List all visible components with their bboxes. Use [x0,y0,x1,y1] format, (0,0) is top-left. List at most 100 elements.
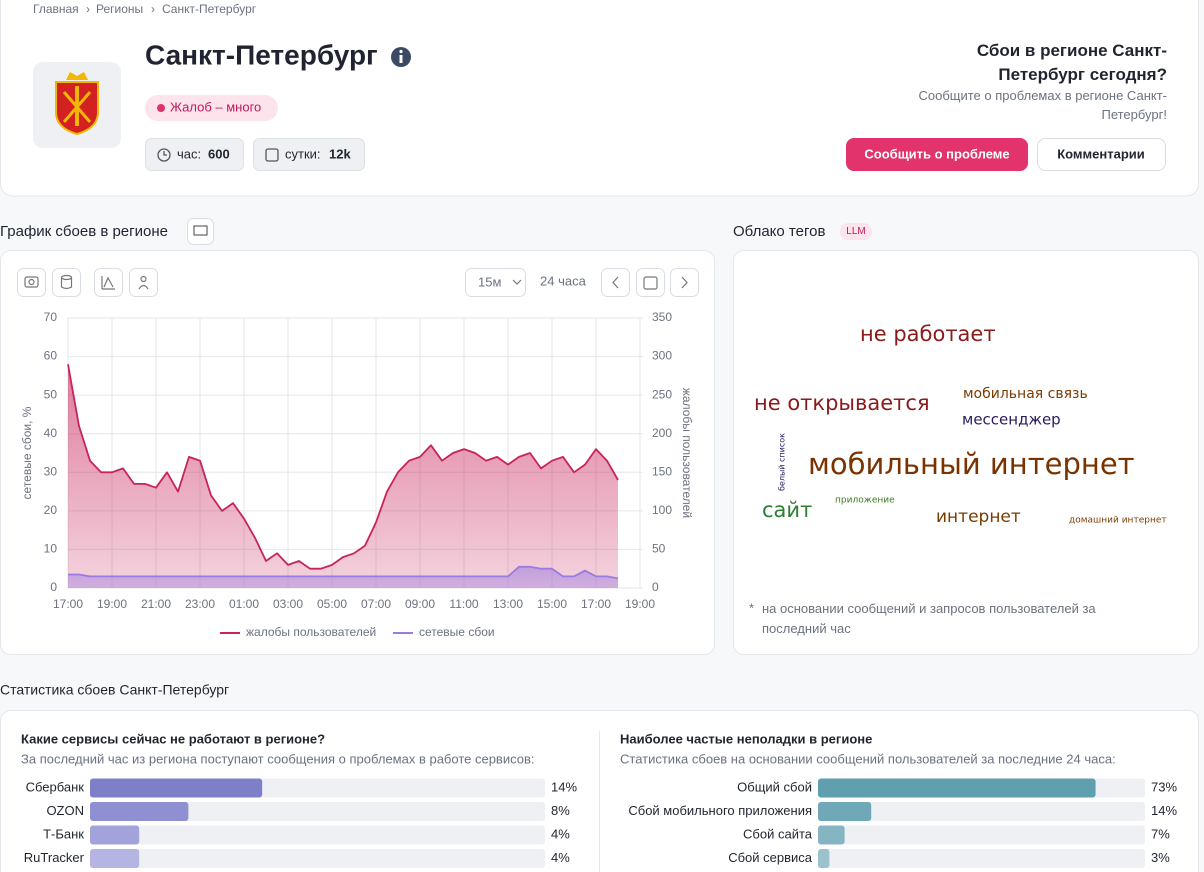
x-tick-label: 21:00 [141,597,171,611]
area-button[interactable] [94,268,123,297]
x-tick-label: 03:00 [273,597,303,611]
day-label: сутки: [285,146,321,161]
bar [818,849,830,868]
prev-button[interactable] [601,268,630,297]
value-label: 4% [551,826,570,841]
screenshot-button[interactable] [17,268,46,297]
bar-track [90,825,545,845]
breadcrumb[interactable]: Главная [33,2,79,16]
y-tick-label: 10 [44,542,58,556]
bar-track [818,849,1145,868]
status-badge [145,95,278,121]
tag[interactable]: сайт [762,498,812,522]
comments-button[interactable] [1037,138,1166,171]
tag[interactable]: не работает [860,322,996,346]
calendar-icon [265,148,279,162]
day-value: 12k [329,146,351,161]
bar [90,802,189,821]
breadcrumb[interactable]: Регионы [96,2,143,16]
tag[interactable]: интернет [936,507,1021,527]
bar [818,802,872,821]
value-label: 3% [1151,850,1170,865]
llm-badge [840,223,872,240]
bar-label: Общий сбой [737,779,812,794]
clock-hands [163,151,167,156]
toolbar-icons [24,274,688,290]
calendar-button[interactable] [636,268,665,297]
y-tick-label: 30 [44,464,58,478]
bar-track [818,825,1145,845]
bar-track [90,849,545,868]
tag[interactable]: белый список [778,433,787,491]
x-tick-label: 17:00 [581,597,611,611]
y2-tick-label: 350 [652,310,672,324]
y2-tick-label: 200 [652,426,672,440]
series-line [68,565,619,580]
status-dot [157,104,165,112]
series-line [67,364,619,570]
tag[interactable]: мобильный интернет [808,447,1135,481]
page-title: Санкт-Петербург [145,39,378,70]
panel-subtitle: Статистика сбоев на основании сообщений … [620,751,1116,766]
hour-pill [145,138,244,171]
section-title: Статистика сбоев Санкт-Петербург [0,682,229,698]
day-pill [253,138,365,171]
hour-value: 600 [208,146,230,161]
comments-button-text[interactable]: Комментарии [1057,146,1145,161]
series-area [68,364,618,588]
report-button-text[interactable]: Сообщить о проблеме [864,146,1009,161]
breadcrumb: Санкт-Петербург [162,2,257,16]
bar-label: Т-Банк [43,826,84,841]
data-button[interactable] [52,268,81,297]
tag[interactable]: приложение [835,496,895,506]
bar-label: OZON [46,803,84,818]
tag[interactable]: не открывается [754,391,930,415]
period-label: 24 часа [540,273,587,288]
breadcrumb-sep: › [151,2,155,16]
tag[interactable]: мессенджер [962,411,1061,429]
user-button[interactable] [129,268,158,297]
clock-icon [157,148,171,162]
breadcrumb-sep: › [86,2,90,16]
bar-label: Сбой сайта [743,826,813,841]
series-area [68,566,618,588]
region-logo [33,62,121,148]
report-button[interactable] [846,138,1028,171]
y2-tick-label: 300 [652,349,672,363]
x-tick-label: 05:00 [317,597,347,611]
info-icon[interactable] [391,47,411,67]
x-tick-label: 09:00 [405,597,435,611]
y2-tick-label: 250 [652,387,672,401]
panel-subtitle: За последний час из региона поступают со… [21,751,535,766]
toolbar [17,268,699,297]
value-label: 73% [1151,779,1177,794]
tag[interactable]: мобильная связь [963,386,1088,402]
x-tick-label: 19:00 [625,597,655,611]
next-button[interactable] [670,268,699,297]
y-tick-label: 40 [44,426,58,440]
legend-label: сетевые сбои [419,625,495,639]
status-text: Жалоб – много [170,99,261,114]
interval-value[interactable]: 15м [478,274,501,289]
footnote: на основании сообщений и запросов пользо… [762,601,1096,636]
chart-card [0,250,715,655]
value-label: 8% [551,803,570,818]
llm-badge-text: LLM [846,226,865,237]
tag[interactable]: домашний интернет [1069,516,1167,526]
x-tick-label: 23:00 [185,597,215,611]
bar-track [90,802,545,821]
value-label: 7% [1151,826,1170,841]
x-tick-label: 07:00 [361,597,391,611]
interval-select[interactable] [465,268,526,297]
embed-button[interactable] [187,218,214,245]
value-label: 4% [551,850,570,865]
y2-axis-label: жалобы пользователей [680,388,694,518]
bar-label: Сбой мобильного приложения [628,803,812,818]
report-subtitle: Сообщите о проблемах в регионе Санкт-Пет… [918,88,1168,122]
y2-tick-label: 50 [652,542,666,556]
panel-title: Наиболее частые неполадки в регионе [620,731,872,746]
legend-label: жалобы пользователей [246,625,376,639]
bar [90,778,263,798]
